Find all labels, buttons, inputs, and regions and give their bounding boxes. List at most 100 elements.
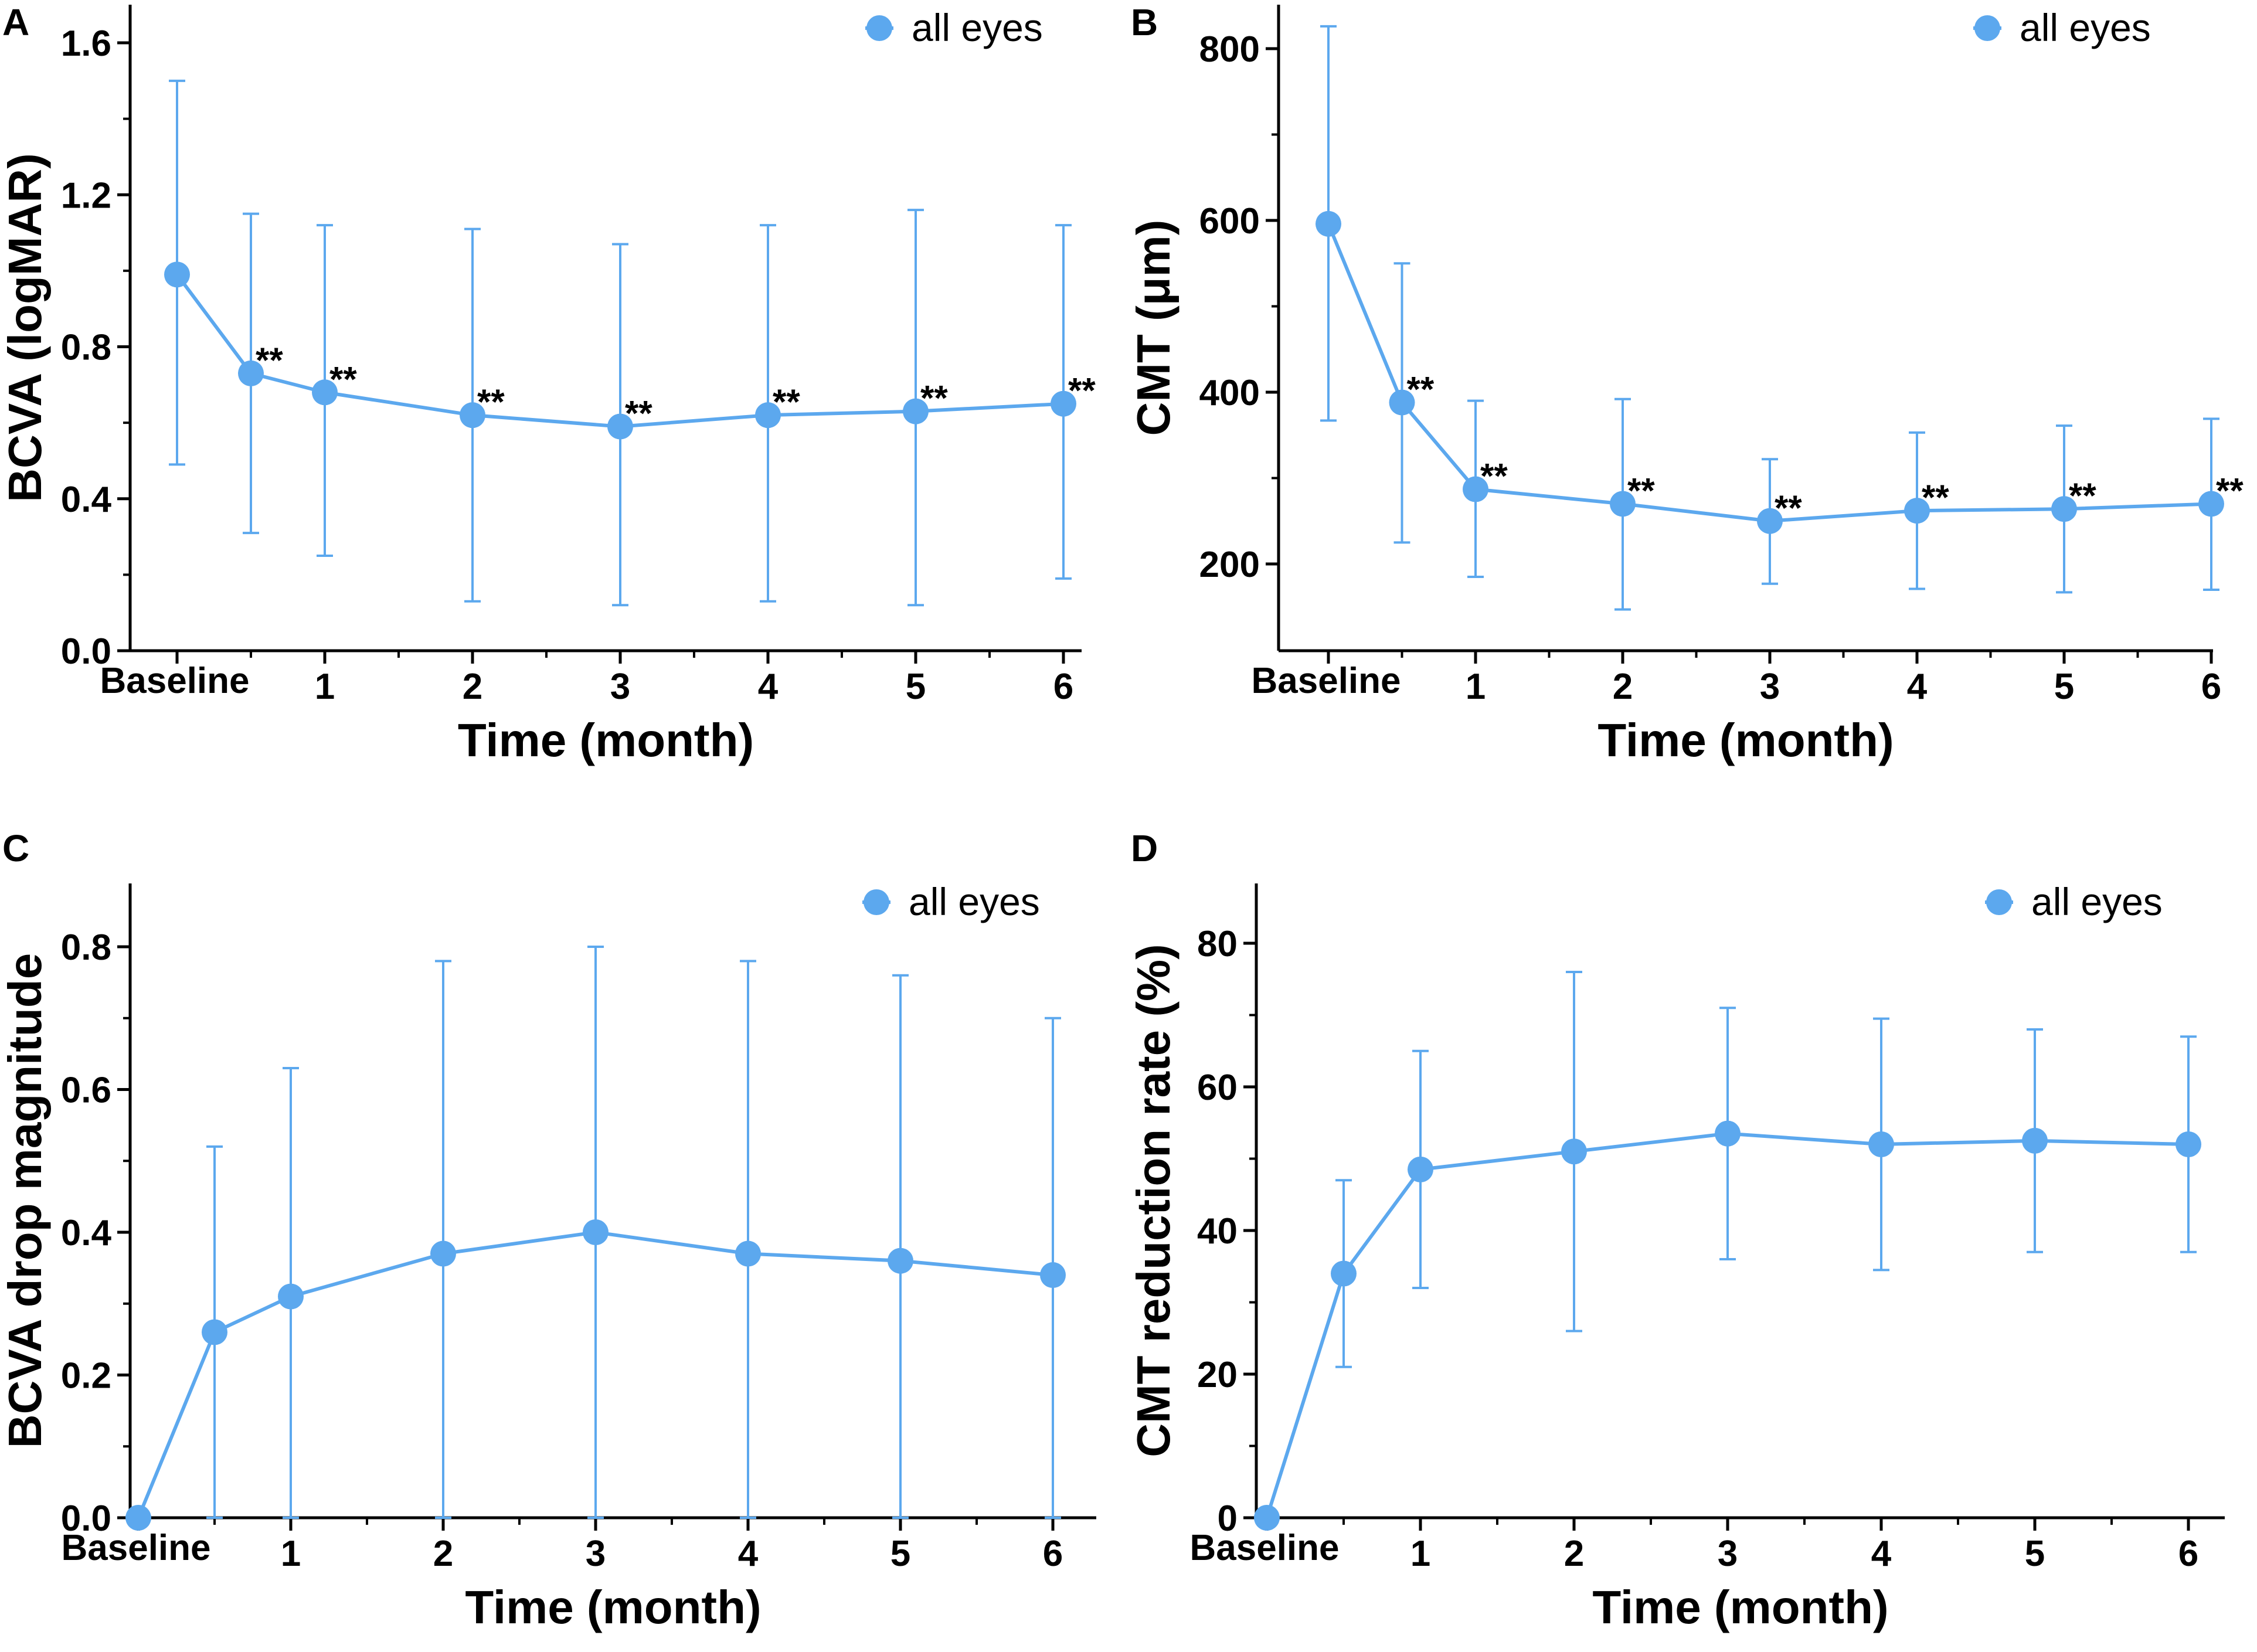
data-point xyxy=(1389,389,1415,416)
x-tick-label: 3 xyxy=(1718,1534,1738,1574)
data-point xyxy=(2051,496,2077,522)
data-point xyxy=(1316,210,1341,237)
x-tick-label: 6 xyxy=(2178,1534,2198,1574)
significance-label: ** xyxy=(2069,476,2096,515)
x-axis-title: Time (month) xyxy=(458,714,754,766)
chart-panel-d: D 0 20 40 60 80 Baseline 1 2 3 4 5 6 Time (month) CMT … xyxy=(1127,827,2225,1633)
x-tick-label: 4 xyxy=(758,667,779,707)
data-point xyxy=(1868,1131,1894,1157)
x-tick-label: Baseline xyxy=(100,661,249,701)
data-point xyxy=(607,413,633,440)
y-tick-label: 0 xyxy=(1218,1498,1238,1539)
x-tick-label: 5 xyxy=(2025,1534,2045,1574)
x-tick-label: 1 xyxy=(1466,667,1486,707)
chart-panel-c: C 0.0 0.2 0.4 0.6 0.8 Baseline 1 2 3 4 5 6 Time (mont… xyxy=(0,827,1096,1633)
y-tick-label: 0.2 xyxy=(61,1356,111,1396)
series-line xyxy=(137,1230,1053,1519)
x-tick-label: 5 xyxy=(890,1534,910,1574)
data-point xyxy=(202,1319,227,1345)
data-point xyxy=(238,360,264,386)
y-tick-label: 0.8 xyxy=(61,927,111,968)
y-tick-label: 0.0 xyxy=(61,1498,111,1539)
data-point xyxy=(1408,1156,1433,1182)
x-tick-label: 4 xyxy=(1907,667,1928,707)
legend-marker xyxy=(1986,889,2012,915)
series-line xyxy=(1327,223,2212,523)
x-tick-label: 2 xyxy=(1613,667,1633,707)
legend-marker xyxy=(866,15,892,41)
x-tick-label: 3 xyxy=(586,1534,606,1574)
y-tick-label: 1.2 xyxy=(61,175,111,216)
data-point xyxy=(735,1240,761,1267)
chart-panel-b: B 200 400 600 800 Baseline 1 2 3 4 5 6 Time (month) C… xyxy=(1127,1,2244,766)
data-point xyxy=(1254,1505,1280,1531)
significance-label: ** xyxy=(2216,471,2244,510)
y-tick-label: 0.4 xyxy=(61,1213,112,1253)
legend-label: all eyes xyxy=(909,880,1040,923)
data-point xyxy=(1463,476,1488,502)
x-tick-label: 6 xyxy=(1043,1534,1063,1574)
x-tick-label: 6 xyxy=(2201,667,2221,707)
legend-marker xyxy=(864,889,889,915)
significance-label: ** xyxy=(1068,371,1096,410)
x-tick-label: 5 xyxy=(2054,667,2074,707)
x-tick-label: 2 xyxy=(433,1534,453,1574)
x-tick-label: Baseline xyxy=(61,1528,210,1568)
x-axis-title: Time (month) xyxy=(1592,1581,1888,1633)
significance-label: ** xyxy=(1775,488,1802,528)
significance-label: ** xyxy=(773,382,800,422)
data-point xyxy=(1331,1260,1357,1287)
data-point xyxy=(1610,491,1636,517)
x-tick-label: 1 xyxy=(315,667,335,707)
chart-panel-a: A 0.0 0.4 0.8 1.2 1.6 Baseline 1 2 3 4 5 6 Time (mont… xyxy=(0,1,1096,766)
x-tick-label: 2 xyxy=(1564,1534,1584,1574)
x-tick-label: 1 xyxy=(1410,1534,1430,1574)
x-tick-label: 6 xyxy=(1053,667,1073,707)
y-axis-title: BCVA drop magnitude xyxy=(0,953,51,1448)
data-point xyxy=(2176,1131,2201,1157)
data-point xyxy=(755,402,781,429)
panel-letter-c: C xyxy=(2,827,29,869)
data-point xyxy=(1051,390,1076,417)
significance-label: ** xyxy=(625,394,652,433)
y-axis-title: CMT (μm) xyxy=(1127,220,1180,436)
legend-marker xyxy=(1974,15,2000,41)
significance-label: ** xyxy=(329,359,357,399)
x-tick-label: 4 xyxy=(738,1534,759,1574)
data-point xyxy=(460,402,485,429)
y-tick-label: 60 xyxy=(1197,1068,1238,1108)
significance-label: ** xyxy=(477,382,505,422)
significance-label: ** xyxy=(1480,457,1508,496)
significance-label: ** xyxy=(1407,370,1435,409)
series-line xyxy=(1265,1131,2189,1518)
data-point xyxy=(125,1505,151,1531)
y-tick-label: 20 xyxy=(1197,1355,1238,1395)
y-tick-label: 200 xyxy=(1199,545,1260,585)
data-point xyxy=(1040,1262,1066,1289)
data-point xyxy=(1757,508,1783,534)
data-point xyxy=(888,1248,913,1274)
y-tick-label: 400 xyxy=(1199,373,1260,413)
x-tick-label: 2 xyxy=(463,667,482,707)
x-tick-label: Baseline xyxy=(1251,661,1401,701)
x-tick-label: 4 xyxy=(1871,1534,1892,1574)
data-point xyxy=(2198,491,2224,517)
x-tick-label: 3 xyxy=(1760,667,1780,707)
significance-label: ** xyxy=(920,379,948,418)
data-point xyxy=(430,1240,456,1267)
x-axis-title: Time (month) xyxy=(1597,714,1894,766)
data-point xyxy=(1904,498,1930,524)
data-point xyxy=(1715,1120,1741,1147)
x-tick-label: 1 xyxy=(281,1534,301,1574)
y-tick-label: 80 xyxy=(1197,924,1238,964)
y-tick-label: 0.0 xyxy=(61,631,111,672)
legend-label: all eyes xyxy=(912,6,1043,49)
y-axis-title: BCVA (logMAR) xyxy=(0,153,51,502)
data-point xyxy=(1561,1138,1587,1165)
y-tick-label: 800 xyxy=(1199,29,1260,70)
y-tick-label: 1.6 xyxy=(61,23,111,64)
y-tick-label: 0.6 xyxy=(61,1070,111,1111)
data-point xyxy=(312,379,338,406)
panel-letter-a: A xyxy=(2,1,29,43)
legend-label: all eyes xyxy=(2031,880,2163,923)
